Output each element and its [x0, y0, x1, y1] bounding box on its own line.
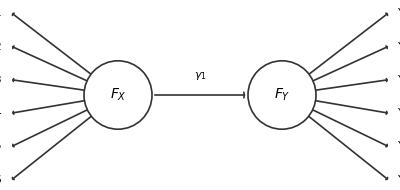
Text: Y4: Y4 [398, 108, 400, 118]
Text: X4: X4 [0, 108, 2, 118]
Text: X2: X2 [0, 42, 2, 51]
Text: Y3: Y3 [398, 75, 400, 85]
Text: X1: X1 [0, 8, 2, 18]
Ellipse shape [84, 61, 152, 129]
Text: $F_Y$: $F_Y$ [274, 87, 290, 103]
Ellipse shape [248, 61, 316, 129]
Text: $\gamma_1$: $\gamma_1$ [194, 70, 206, 82]
Text: Y6: Y6 [398, 175, 400, 184]
Text: X5: X5 [0, 141, 2, 151]
Text: Y1: Y1 [398, 8, 400, 18]
Text: Y2: Y2 [398, 42, 400, 51]
Text: X3: X3 [0, 75, 2, 85]
Text: $F_X$: $F_X$ [110, 87, 126, 103]
Text: Y5: Y5 [398, 141, 400, 151]
Text: X6: X6 [0, 175, 2, 184]
